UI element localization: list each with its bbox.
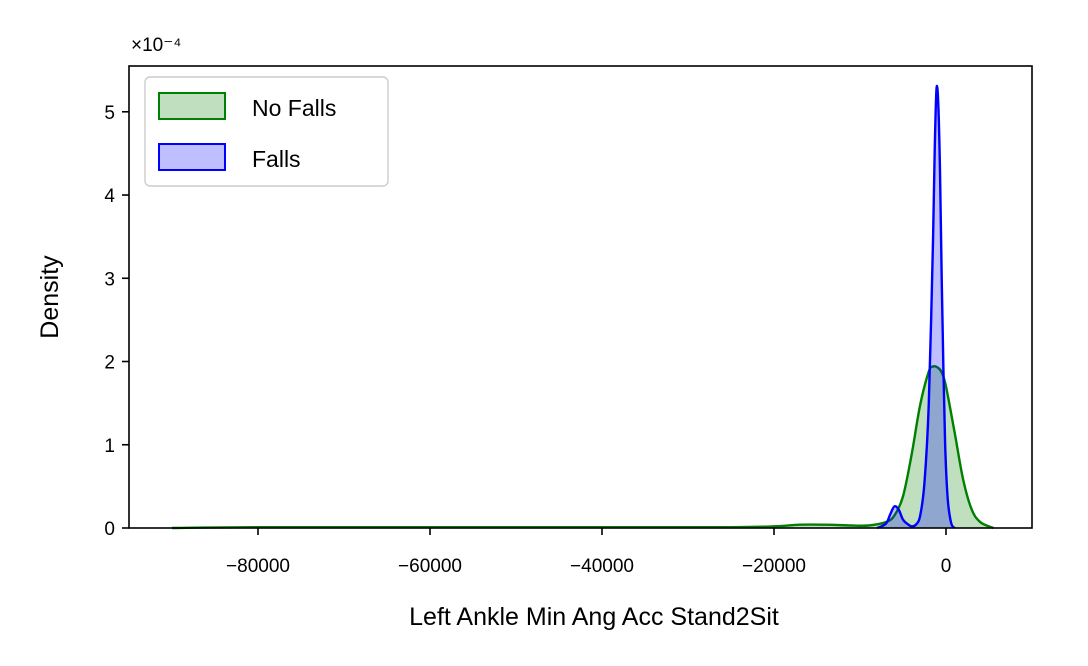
x-tick-label: 0 [941, 556, 952, 577]
density-line-falls [876, 84, 956, 530]
density-area-falls [877, 85, 955, 529]
legend: No Falls Falls [144, 76, 389, 187]
y-axis-label: Density [36, 255, 64, 339]
y-tick-label: 3 [104, 269, 115, 290]
legend-label-falls: Falls [252, 146, 301, 172]
y-tick-label: 2 [104, 353, 115, 374]
legend-label-no-falls: No Falls [252, 95, 336, 121]
axes-frame [128, 65, 1033, 529]
x-tick-label: −40000 [570, 556, 634, 577]
y-scale-label: ×10⁻⁴ [131, 35, 181, 56]
x-axis: −80000 −60000 −40000 −20000 0 [226, 528, 951, 577]
y-tick-label: 4 [104, 186, 115, 207]
y-tick-label: 1 [104, 436, 115, 457]
density-line-no-falls [171, 365, 994, 530]
x-tick-label: −20000 [742, 556, 806, 577]
x-tick-label: −60000 [398, 556, 462, 577]
y-tick-label: 0 [104, 519, 115, 540]
y-tick-label: 5 [104, 103, 115, 124]
legend-swatch-falls [158, 143, 226, 171]
plot-area [171, 84, 994, 530]
x-tick-label: −80000 [226, 556, 290, 577]
y-axis: 0 1 2 3 4 5 [104, 103, 129, 540]
legend-frame [144, 76, 389, 187]
x-axis-label: Left Ankle Min Ang Acc Stand2Sit [409, 603, 779, 631]
density-area-no-falls [172, 366, 994, 528]
legend-swatch-no-falls [158, 92, 226, 120]
